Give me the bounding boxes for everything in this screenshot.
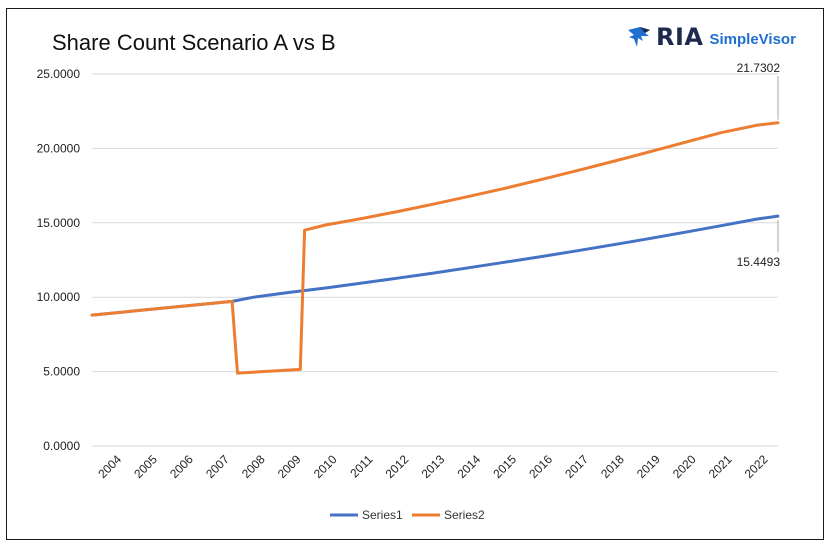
y-tick-label: 25.0000	[37, 67, 81, 81]
end-value-label-series1: 15.4493	[737, 255, 781, 269]
x-tick-label: 2020	[670, 452, 699, 481]
series-line-series2	[90, 121, 780, 375]
x-tick-label: 2013	[419, 452, 448, 481]
y-tick-label: 5.0000	[43, 365, 80, 379]
y-tick-label: 15.0000	[37, 216, 81, 230]
ria-logo: RIA SimpleVisor	[626, 22, 796, 52]
x-tick-label: 2010	[311, 452, 340, 481]
y-tick-label: 10.0000	[37, 290, 81, 304]
x-tick-label: 2019	[634, 452, 663, 481]
y-tick-label: 0.0000	[43, 439, 80, 453]
x-tick-label: 2021	[706, 452, 735, 481]
y-axis-ticks: 0.0000 5.0000 10.0000 15.0000 20.0000 25.0000	[37, 67, 81, 453]
series-line-series1	[90, 214, 780, 317]
x-tick-label: 2008	[239, 452, 268, 481]
legend-label-series2: Series2	[444, 508, 485, 522]
x-tick-label: 2007	[203, 452, 232, 481]
x-tick-label: 2009	[275, 452, 304, 481]
ria-logo-text: RIA	[656, 23, 704, 51]
data-labels: 21.7302 15.4493	[737, 61, 781, 269]
end-value-label-series2: 21.7302	[737, 61, 781, 75]
x-tick-label: 2015	[490, 452, 519, 481]
x-axis-ticks: 2004 2005 2006 2007 2008 2009 2010 2011 2012 2013…	[95, 452, 770, 481]
x-tick-label: 2022	[742, 452, 771, 481]
x-tick-label: 2011	[347, 452, 375, 480]
eagle-icon	[628, 27, 650, 47]
x-tick-label: 2012	[383, 452, 412, 481]
x-tick-label: 2005	[131, 452, 160, 481]
chart-frame	[6, 8, 824, 540]
x-tick-label: 2004	[95, 452, 124, 481]
x-tick-label: 2016	[526, 452, 555, 481]
x-tick-label: 2018	[598, 452, 627, 481]
x-tick-label: 2014	[454, 452, 483, 481]
y-tick-label: 20.0000	[37, 141, 81, 155]
chart-title: Share Count Scenario A vs B	[52, 30, 336, 55]
gridlines	[92, 73, 778, 447]
series-lines	[90, 121, 780, 375]
x-tick-label: 2006	[167, 452, 196, 481]
legend: Series1 Series2	[330, 508, 485, 522]
legend-label-series1: Series1	[362, 508, 403, 522]
x-tick-label: 2017	[562, 452, 591, 481]
simplevisor-logo-text: SimpleVisor	[709, 30, 796, 48]
